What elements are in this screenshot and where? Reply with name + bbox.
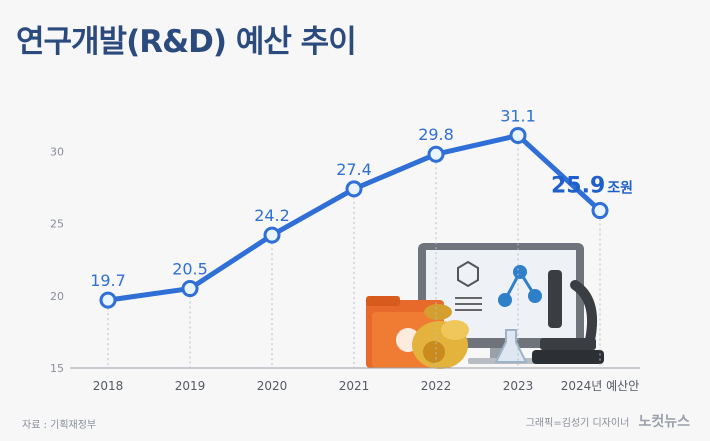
data-labels: 19.7 20.5 24.2 27.4 29.8 31.1 25.9 조원: [90, 106, 633, 290]
brand-logo: 노컷뉴스: [638, 414, 690, 430]
data-point: [263, 226, 281, 244]
x-tick-label: 2020: [257, 379, 288, 393]
y-tick-label: 30: [50, 145, 64, 158]
x-tick-label: 2023: [503, 379, 534, 393]
x-tick-label: 2021: [339, 379, 370, 393]
data-label: 25.9 조원: [551, 174, 633, 199]
source-note: 자료 : 기획재정부: [22, 420, 97, 431]
data-point: [345, 180, 363, 198]
drop-lines: [107, 143, 601, 368]
credit-text: 그래픽=김성기 디자이너: [525, 418, 630, 429]
rnd-illustration: [366, 243, 604, 369]
data-point: [509, 126, 527, 144]
x-axis: 2018 2019 2020 2021 2022 2023 2024년 예산안: [93, 379, 640, 393]
data-point: [99, 291, 117, 309]
y-axis: 15 20 25 30: [50, 145, 64, 375]
benzene-ring-icon: [457, 260, 479, 288]
data-label-value: 24.2: [254, 206, 290, 225]
data-label: 27.4: [336, 160, 372, 179]
x-tick-label: 2024년 예산안: [561, 379, 640, 393]
data-label-value: 19.7: [90, 271, 126, 290]
data-label-value: 25.9: [551, 174, 605, 199]
data-point: [181, 280, 199, 298]
x-tick-label: 2019: [175, 379, 206, 393]
unit-label: 조원: [607, 181, 633, 197]
y-tick-label: 25: [50, 218, 64, 231]
chart-title: 연구개발(R&D) 예산 추이: [16, 24, 357, 60]
data-label: 20.5: [172, 260, 208, 279]
data-point: [591, 202, 609, 220]
data-point: [427, 145, 445, 163]
x-tick-label: 2018: [93, 379, 124, 393]
data-label: 24.2: [254, 206, 290, 225]
x-tick-label: 2022: [421, 379, 452, 393]
data-label-value: 29.8: [418, 125, 454, 144]
data-label: 31.1: [500, 106, 536, 125]
y-tick-label: 15: [50, 362, 64, 375]
data-label-value: 20.5: [172, 260, 208, 279]
microscope-icon: [548, 270, 562, 328]
data-points: [99, 126, 609, 309]
y-tick-label: 20: [50, 290, 64, 303]
data-label: 19.7: [90, 271, 126, 290]
data-label: 29.8: [418, 125, 454, 144]
data-label-value: 27.4: [336, 160, 372, 179]
data-label-value: 31.1: [500, 106, 536, 125]
credit-note: 그래픽=김성기 디자이너 노컷뉴스: [526, 411, 690, 431]
